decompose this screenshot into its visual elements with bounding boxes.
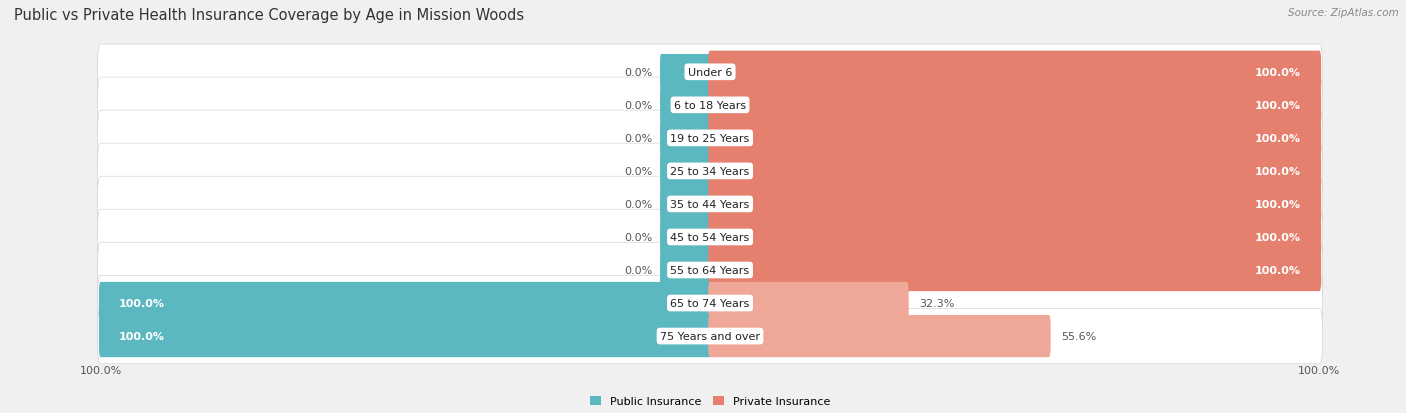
Text: 6 to 18 Years: 6 to 18 Years	[673, 101, 747, 111]
Text: 100.0%: 100.0%	[1256, 233, 1301, 242]
FancyBboxPatch shape	[659, 55, 711, 90]
FancyBboxPatch shape	[97, 45, 1323, 100]
FancyBboxPatch shape	[709, 249, 1322, 292]
Text: 45 to 54 Years: 45 to 54 Years	[671, 233, 749, 242]
Text: 100.0%: 100.0%	[1256, 68, 1301, 78]
FancyBboxPatch shape	[709, 315, 1050, 357]
Text: 0.0%: 0.0%	[624, 166, 652, 176]
FancyBboxPatch shape	[97, 111, 1323, 166]
Text: 55 to 64 Years: 55 to 64 Years	[671, 265, 749, 275]
FancyBboxPatch shape	[709, 282, 908, 324]
Text: 55.6%: 55.6%	[1062, 331, 1097, 341]
FancyBboxPatch shape	[659, 252, 711, 288]
Text: 100.0%: 100.0%	[1256, 166, 1301, 176]
FancyBboxPatch shape	[709, 216, 1322, 259]
Text: 0.0%: 0.0%	[624, 133, 652, 144]
Text: 0.0%: 0.0%	[624, 265, 652, 275]
Text: 100.0%: 100.0%	[120, 298, 165, 308]
Text: 0.0%: 0.0%	[624, 199, 652, 209]
Text: Public vs Private Health Insurance Coverage by Age in Mission Woods: Public vs Private Health Insurance Cover…	[14, 8, 524, 23]
Text: 35 to 44 Years: 35 to 44 Years	[671, 199, 749, 209]
FancyBboxPatch shape	[709, 183, 1322, 225]
Text: 25 to 34 Years: 25 to 34 Years	[671, 166, 749, 176]
FancyBboxPatch shape	[709, 117, 1322, 159]
FancyBboxPatch shape	[97, 177, 1323, 232]
Text: 100.0%: 100.0%	[1256, 101, 1301, 111]
Text: 0.0%: 0.0%	[624, 68, 652, 78]
Text: 100.0%: 100.0%	[1256, 199, 1301, 209]
Text: 100.0%: 100.0%	[1256, 133, 1301, 144]
FancyBboxPatch shape	[97, 144, 1323, 199]
FancyBboxPatch shape	[98, 282, 711, 324]
Text: 65 to 74 Years: 65 to 74 Years	[671, 298, 749, 308]
Text: Source: ZipAtlas.com: Source: ZipAtlas.com	[1288, 8, 1399, 18]
FancyBboxPatch shape	[97, 78, 1323, 133]
FancyBboxPatch shape	[709, 150, 1322, 192]
FancyBboxPatch shape	[659, 154, 711, 189]
Text: Under 6: Under 6	[688, 68, 733, 78]
Text: 0.0%: 0.0%	[624, 101, 652, 111]
FancyBboxPatch shape	[97, 243, 1323, 298]
FancyBboxPatch shape	[97, 275, 1323, 331]
FancyBboxPatch shape	[659, 88, 711, 123]
Text: 100.0%: 100.0%	[1256, 265, 1301, 275]
Text: 75 Years and over: 75 Years and over	[659, 331, 761, 341]
FancyBboxPatch shape	[709, 85, 1322, 127]
Text: 100.0%: 100.0%	[120, 331, 165, 341]
FancyBboxPatch shape	[97, 309, 1323, 364]
FancyBboxPatch shape	[659, 121, 711, 157]
FancyBboxPatch shape	[659, 187, 711, 222]
FancyBboxPatch shape	[98, 315, 711, 357]
FancyBboxPatch shape	[97, 210, 1323, 265]
Text: 19 to 25 Years: 19 to 25 Years	[671, 133, 749, 144]
FancyBboxPatch shape	[709, 52, 1322, 94]
Legend: Public Insurance, Private Insurance: Public Insurance, Private Insurance	[591, 396, 830, 406]
Text: 0.0%: 0.0%	[624, 233, 652, 242]
Text: 32.3%: 32.3%	[920, 298, 955, 308]
FancyBboxPatch shape	[659, 220, 711, 255]
